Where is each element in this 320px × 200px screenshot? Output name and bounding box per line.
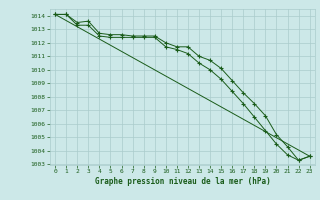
X-axis label: Graphe pression niveau de la mer (hPa): Graphe pression niveau de la mer (hPa) — [94, 177, 270, 186]
